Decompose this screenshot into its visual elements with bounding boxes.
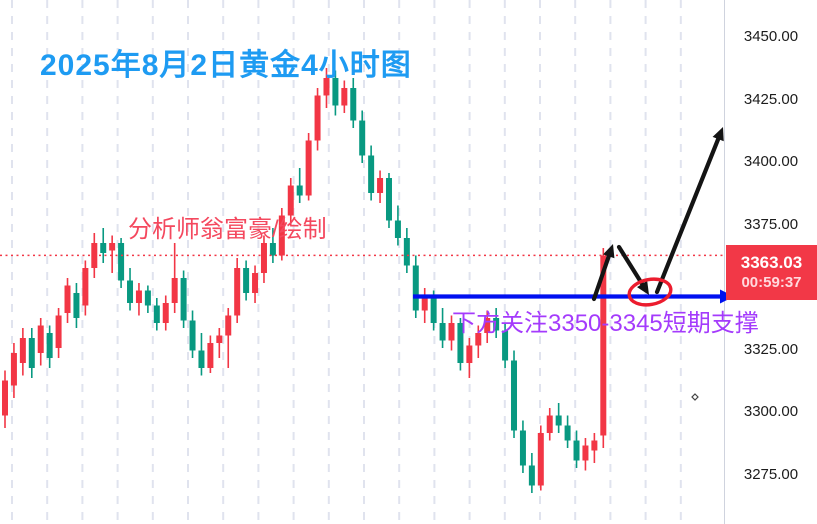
- price-tick-label: 3400.00: [743, 153, 799, 170]
- price-tick-label: 3275.00: [743, 465, 799, 483]
- analyst-watermark: 分析师翁富豪/绘制: [128, 216, 327, 243]
- price-tick-label: 3450.00: [743, 28, 799, 45]
- support-note: 下方关注3350-3345短期支撑: [452, 310, 759, 337]
- price-tick-label: 3325.00: [743, 340, 799, 358]
- countdown-timer: 00:59:37: [741, 273, 802, 291]
- price-tick-label: 3375.00: [743, 215, 799, 233]
- current-price-box: 3363.03 00:59:37: [726, 245, 817, 300]
- price-tick-label: 3300.00: [743, 403, 799, 420]
- current-price-label: 3363.03: [740, 252, 803, 272]
- chart-title: 2025年8月2日黄金4小时图: [40, 49, 412, 82]
- price-tick-label: 3425.00: [743, 90, 799, 108]
- price-axis[interactable]: 3450.003425.003400.003375.003350.003325.…: [725, 0, 817, 524]
